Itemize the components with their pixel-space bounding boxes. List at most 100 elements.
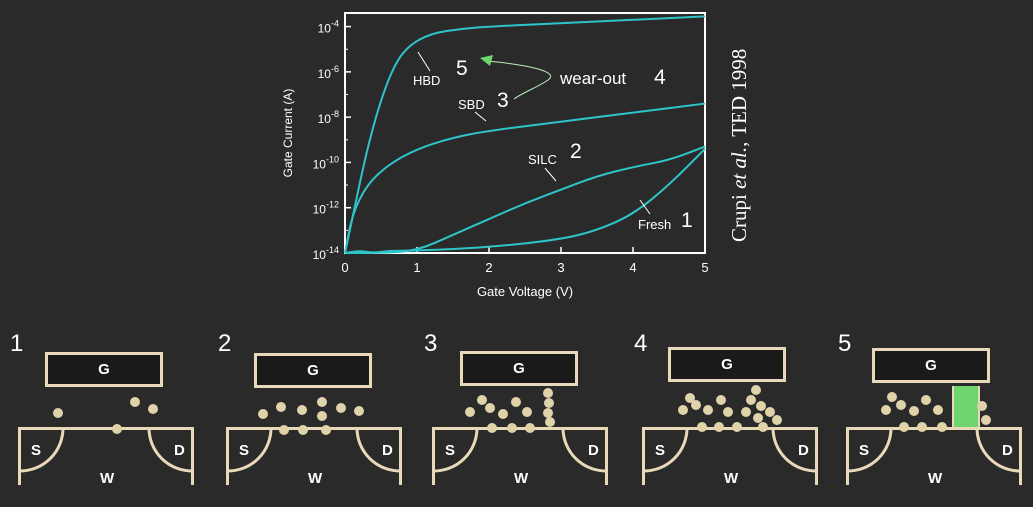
trap-beads xyxy=(258,397,364,435)
pointer-sbd xyxy=(474,111,487,122)
trap-bead xyxy=(697,422,707,432)
trap-bead xyxy=(544,398,554,408)
trap-bead xyxy=(477,395,487,405)
trap-bead xyxy=(498,409,508,419)
trap-bead xyxy=(298,425,308,435)
trap-bead xyxy=(714,422,724,432)
wear-out-number: 4 xyxy=(654,66,666,89)
drain-label: D xyxy=(798,442,809,459)
trap-bead xyxy=(507,423,517,433)
y-tick-label: 10-6 xyxy=(318,64,339,81)
trap-bead xyxy=(756,401,766,411)
trap-bead xyxy=(921,395,931,405)
trap-bead xyxy=(937,422,947,432)
gate-electrode: G xyxy=(254,353,372,388)
number-silc: 2 xyxy=(570,140,582,163)
y-tick-label: 10-4 xyxy=(318,19,339,36)
substrate xyxy=(642,427,818,485)
trap-bead xyxy=(723,407,733,417)
well-label: W xyxy=(100,470,115,487)
trap-bead xyxy=(881,405,891,415)
stage-4: 4 G S D W xyxy=(634,330,822,490)
trap-bead xyxy=(112,424,122,434)
substrate xyxy=(226,427,402,485)
trap-bead xyxy=(317,397,327,407)
source-label: S xyxy=(859,442,870,459)
y-tick-label: 10-12 xyxy=(313,200,339,217)
trap-bead xyxy=(258,409,268,419)
pointer-hbd xyxy=(417,51,431,72)
trap-bead xyxy=(279,425,289,435)
series-line-sbd xyxy=(344,102,706,254)
gate-electrode: G xyxy=(460,351,578,386)
well-label: W xyxy=(724,470,739,487)
well-label: W xyxy=(308,470,323,487)
trap-bead xyxy=(465,407,475,417)
trap-bead xyxy=(321,425,331,435)
trap-bead xyxy=(917,422,927,432)
well-label: W xyxy=(514,470,529,487)
trap-bead xyxy=(297,405,307,415)
x-tick-label: 5 xyxy=(701,260,708,275)
trap-bead xyxy=(130,397,140,407)
stage-number: 1 xyxy=(10,330,24,357)
trap-beads xyxy=(53,397,158,434)
pointer-fresh xyxy=(639,199,651,215)
x-tick-label: 3 xyxy=(557,260,564,275)
source-label: S xyxy=(31,442,42,459)
y-tick-label: 10-8 xyxy=(318,109,339,126)
number-fresh: 1 xyxy=(681,209,693,232)
source-label: S xyxy=(655,442,666,459)
citation-etal: et al. xyxy=(727,147,751,189)
trap-bead xyxy=(933,405,943,415)
trap-bead xyxy=(977,401,987,411)
trap-bead xyxy=(741,407,751,417)
trap-bead xyxy=(732,422,742,432)
y-tick-label: 10-10 xyxy=(313,154,339,171)
trap-beads xyxy=(678,385,782,432)
series-line-silc xyxy=(345,145,706,254)
series-line-fresh xyxy=(344,148,706,254)
gate-electrode: G xyxy=(45,352,163,387)
x-tick-label: 0 xyxy=(341,260,348,275)
series-line-hbd xyxy=(344,15,706,254)
trap-bead xyxy=(753,413,763,423)
trap-bead xyxy=(758,422,768,432)
x-tick-label: 1 xyxy=(413,260,420,275)
trap-bead xyxy=(685,393,695,403)
stage-1: 1 G S D W xyxy=(10,330,198,490)
pointer-silc xyxy=(544,167,557,182)
number-sbd: 3 xyxy=(497,89,509,112)
trap-bead xyxy=(317,411,327,421)
citation-author: Crupi xyxy=(727,189,751,242)
trap-bead xyxy=(751,385,761,395)
drain-label: D xyxy=(382,442,393,459)
trap-bead xyxy=(896,400,906,410)
drain-label: D xyxy=(588,442,599,459)
stage-number: 5 xyxy=(838,330,852,357)
trap-bead xyxy=(276,402,286,412)
substrate xyxy=(432,427,608,485)
trap-bead xyxy=(678,405,688,415)
gate-electrode: G xyxy=(872,348,990,383)
series-group xyxy=(344,15,706,254)
stage-number: 4 xyxy=(634,330,648,357)
svg-text:Crupi et al., TED 1998: Crupi et al., TED 1998 xyxy=(727,49,751,242)
drain-label: D xyxy=(174,442,185,459)
trap-bead xyxy=(703,405,713,415)
label-hbd: HBD xyxy=(413,73,440,88)
trap-bead xyxy=(545,417,555,427)
citation: Crupi et al., TED 1998 xyxy=(727,49,751,242)
citation-source: , TED 1998 xyxy=(727,49,751,147)
trap-bead xyxy=(772,415,782,425)
gate-electrode: G xyxy=(668,347,786,382)
trap-bead xyxy=(522,407,532,417)
y-tick-label: 10-14 xyxy=(313,245,339,262)
stage-3: 3 G S D W xyxy=(424,330,612,490)
label-fresh: Fresh xyxy=(638,217,671,232)
trap-bead xyxy=(746,395,756,405)
trap-bead xyxy=(336,403,346,413)
source-label: S xyxy=(239,442,250,459)
substrate xyxy=(846,427,1022,485)
trap-bead xyxy=(487,423,497,433)
